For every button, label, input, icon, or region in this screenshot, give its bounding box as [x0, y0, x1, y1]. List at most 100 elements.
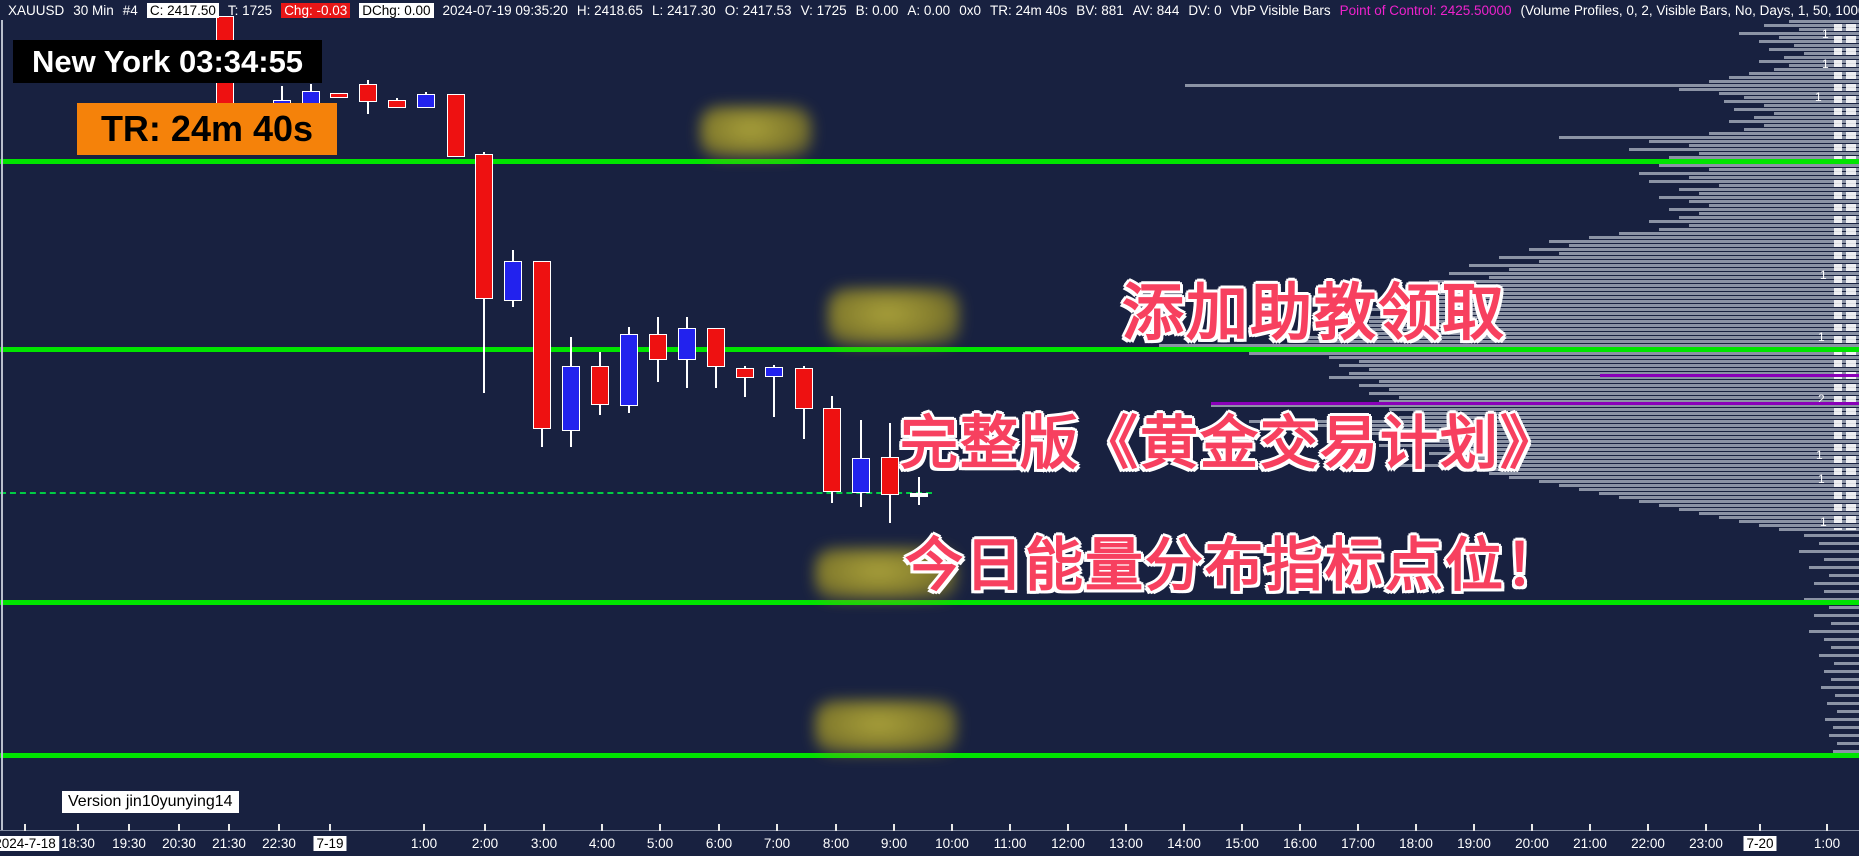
candle-wick: [773, 365, 775, 417]
volume-profile-bar: [1185, 84, 1859, 87]
volume-profile-bar: [1659, 196, 1859, 199]
chart-canvas[interactable]: 1 1 1 1 1 2 1 1 1: [0, 0, 1859, 830]
info-bar-token: 30 Min: [73, 2, 114, 18]
candlestick: [562, 366, 580, 431]
time-axis-tick: [329, 824, 331, 831]
candlestick: [823, 408, 841, 492]
info-bar-token: B: 0.00: [855, 2, 899, 18]
volume-profile-bar: [1789, 20, 1859, 23]
volume-profile-bar: [1824, 638, 1859, 641]
time-axis-tick: [1125, 824, 1127, 831]
support-resistance-line: [0, 347, 1859, 352]
volume-profile-bar: [1699, 152, 1859, 155]
volume-profile-bar: [1824, 590, 1859, 593]
volume-profile-bar: [1833, 726, 1859, 729]
volume-profile-bar: [1399, 416, 1859, 419]
candlestick: [359, 84, 377, 102]
info-bar-token: XAUUSD: [8, 2, 65, 18]
volume-profile-bar: [1709, 80, 1859, 83]
volume-profile-bar: [1419, 412, 1859, 415]
time-axis-label: 20:00: [1515, 836, 1549, 851]
time-axis-label: 2:00: [471, 836, 499, 851]
time-axis-label: 12:00: [1051, 836, 1085, 851]
volume-profile-bar: [1559, 136, 1859, 139]
time-axis-label: 16:00: [1283, 836, 1317, 851]
volume-profile-bar: [1379, 444, 1859, 447]
time-axis-label: 21:30: [212, 836, 246, 851]
price-scale-fragment: 1: [1820, 268, 1827, 282]
volume-profile-bar: [1399, 296, 1859, 299]
support-resistance-line: [0, 159, 1859, 164]
price-scale-fragment: 1: [1820, 515, 1827, 529]
volume-profile-bar: [1369, 320, 1859, 323]
watermark-line-3: 今日能量分布指标点位！: [905, 533, 1566, 598]
volume-profile-bar: [1719, 92, 1859, 95]
watermark-line-1: 添加助教领取: [1122, 279, 1507, 348]
info-bar-token: 2024-07-19 09:35:20: [442, 2, 568, 18]
time-axis-label: 22:00: [1631, 836, 1665, 851]
volume-profile-bar: [1419, 440, 1859, 443]
info-bar-token: Point of Control: 2425.50000: [1339, 2, 1512, 18]
volume-profile-bar: [1249, 352, 1859, 355]
point-of-control-line: [1211, 402, 1859, 405]
time-axis-tick: [128, 824, 130, 831]
time-axis-tick: [278, 824, 280, 831]
volume-profile-bar: [1309, 336, 1859, 339]
volume-profile-bar: [1579, 488, 1859, 491]
time-axis-label: 19:30: [112, 836, 146, 851]
time-axis-label: 3:00: [530, 836, 558, 851]
blurred-price-tag: [828, 288, 960, 346]
volume-profile-bar: [1449, 272, 1859, 275]
volume-profile-bar: [1559, 484, 1859, 487]
time-axis-label: 7-20: [1743, 836, 1777, 851]
current-price-line: [0, 492, 932, 494]
volume-profile-bar: [1729, 76, 1859, 79]
info-bar-token: Chg: -0.03: [281, 2, 351, 18]
volume-profile-bar: [1719, 516, 1859, 519]
price-scale-fragment: 1: [1822, 57, 1829, 71]
volume-profile-bar: [1739, 32, 1859, 35]
time-axis-label: 7:00: [763, 836, 791, 851]
volume-profile-bar: [1799, 28, 1859, 31]
volume-profile-bar: [1819, 542, 1859, 545]
time-axis-label: 7-19: [313, 836, 347, 851]
volume-profile-bar: [1639, 500, 1859, 503]
time-remaining-label: TR: 24m 40s: [100, 108, 314, 149]
volume-profile-bar: [1764, 104, 1859, 107]
volume-profile-bar: [1804, 52, 1859, 55]
volume-profile-bar: [1629, 148, 1859, 151]
time-axis-label: 21:00: [1573, 836, 1607, 851]
time-axis-tick: [1473, 824, 1475, 831]
volume-profile-bar: [1759, 40, 1859, 43]
volume-profile-bar: [1469, 468, 1859, 471]
volume-profile-bar: [1289, 340, 1859, 343]
volume-profile-bar: [1359, 384, 1859, 387]
time-axis-label: 10:00: [935, 836, 969, 851]
time-axis-tick: [1647, 824, 1649, 831]
time-axis-label: 14:00: [1167, 836, 1201, 851]
candlestick: [852, 458, 870, 493]
volume-profile-bar: [1359, 360, 1859, 363]
volume-profile-bar: [1619, 496, 1859, 499]
instrument-info-bar: XAUUSD 30 Min #4 C: 2417.50 T: 1725 Chg: -0.0…: [0, 0, 1859, 20]
volume-profile-bar: [1599, 492, 1859, 495]
volume-profile-bar: [1821, 686, 1859, 689]
volume-profile-bar: [1389, 464, 1859, 467]
time-axis-label: 2024-7-18: [0, 836, 59, 851]
volume-profile-bar: [1831, 678, 1859, 681]
volume-profile-bar: [1369, 368, 1859, 371]
volume-profile-bar: [1389, 408, 1859, 411]
volume-profile-bar: [1699, 192, 1859, 195]
volume-profile-bar: [1409, 304, 1859, 307]
info-bar-token: VbP Visible Bars: [1230, 2, 1331, 18]
candle-wick: [281, 86, 283, 111]
time-axis-tick: [1241, 824, 1243, 831]
time-axis-tick: [1589, 824, 1591, 831]
volume-profile-bar: [1679, 188, 1859, 191]
time-axis[interactable]: 2024-7-18 18:30 19:30 20:30 21:30 22:30 7-19 1:…: [0, 824, 1859, 856]
volume-profile-bar: [1699, 512, 1859, 515]
time-axis-label: 23:00: [1689, 836, 1723, 851]
info-bar-token: (Volume Profiles, 0, 2, Visible Bars, No…: [1520, 2, 1859, 18]
volume-profile-bar: [1804, 598, 1859, 601]
candlestick: [533, 261, 551, 429]
